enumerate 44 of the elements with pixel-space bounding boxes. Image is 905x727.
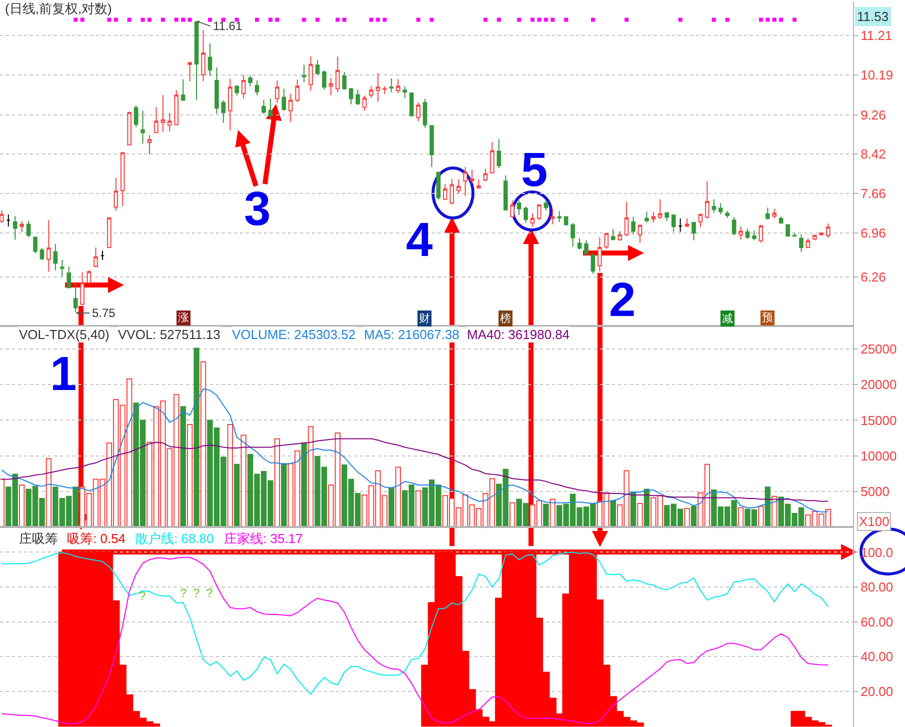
y-tick-label: 11.21 bbox=[860, 28, 892, 44]
y-tick-label: 10.19 bbox=[860, 68, 894, 83]
annotation: 11.61 bbox=[213, 19, 242, 33]
y-tick-label: 7.66 bbox=[860, 186, 886, 201]
text: 11.53 bbox=[857, 9, 889, 24]
annotation: ? bbox=[193, 586, 200, 600]
y-tick-label: 6.26 bbox=[860, 269, 886, 284]
text: MA5: 216067.38 bbox=[364, 327, 460, 342]
annotation: VVOL: 527511.13 bbox=[118, 327, 220, 342]
annotation: 5 bbox=[521, 144, 548, 197]
y-tick-label: 80.00 bbox=[860, 580, 894, 595]
annotation: ? bbox=[206, 586, 213, 600]
annotation: 财 bbox=[419, 312, 430, 325]
text: 庄家线: 35.17 bbox=[224, 531, 303, 546]
y-tick-label: 40.00 bbox=[860, 649, 894, 664]
y-tick-label: 8.42 bbox=[860, 146, 886, 162]
y-tick-label: 10000 bbox=[860, 448, 897, 464]
y-tick-label: 6.96 bbox=[860, 226, 886, 241]
chart-title: 庄吸筹 bbox=[19, 531, 58, 546]
annotation: 涨 bbox=[178, 312, 189, 324]
annotation: 减 bbox=[722, 312, 733, 325]
annotation: 5.75 bbox=[92, 306, 116, 320]
series-label: 吸筹: 0.54 bbox=[67, 531, 126, 546]
annotation: VOLUME: 245303.52 bbox=[232, 327, 356, 342]
annotation: 1 bbox=[50, 348, 77, 401]
annotation: ? bbox=[180, 586, 187, 600]
text: 散户线: 68.80 bbox=[135, 531, 214, 546]
annotation: 3 bbox=[244, 183, 271, 236]
text: X100 bbox=[859, 514, 890, 529]
chart-title: (日线,前复权,对数) bbox=[5, 1, 112, 16]
y-tick-label: 25000 bbox=[860, 342, 897, 357]
annotation: ? bbox=[139, 589, 146, 603]
y-tick-label: 15000 bbox=[860, 412, 897, 428]
y-tick-label: 5000 bbox=[860, 484, 890, 499]
annotation: 4 bbox=[406, 214, 433, 267]
text: MA40: 361980.84 bbox=[467, 327, 570, 342]
annotation: 预 bbox=[762, 312, 773, 324]
annotation: 榜 bbox=[500, 312, 511, 325]
y-tick-label: 20000 bbox=[860, 377, 897, 392]
annotation: 2 bbox=[609, 274, 636, 327]
y-tick-label: 9.26 bbox=[860, 107, 886, 122]
y-tick-label: 20.00 bbox=[860, 684, 894, 699]
y-tick-label: 60.00 bbox=[860, 614, 894, 630]
chart-title: VOL-TDX(5,40) bbox=[19, 327, 110, 342]
